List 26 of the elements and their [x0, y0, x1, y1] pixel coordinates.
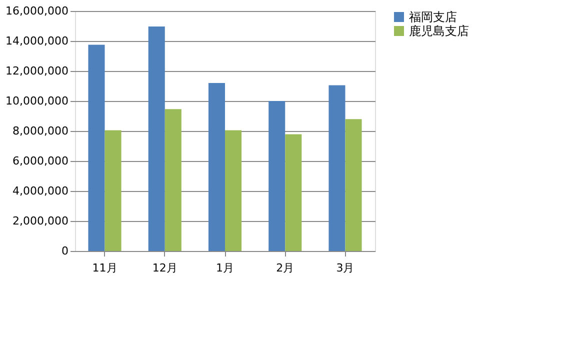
legend-label: 鹿児島支店	[409, 24, 469, 38]
y-tick-label: 12,000,000	[6, 64, 68, 78]
bar	[148, 26, 165, 251]
bar	[225, 130, 242, 251]
bar	[104, 130, 122, 251]
x-tick-label: 12月	[152, 262, 178, 274]
y-tick-label: 10,000,000	[6, 94, 68, 108]
legend-label: 福岡支店	[409, 10, 457, 24]
y-tick-label: 16,000,000	[6, 4, 68, 18]
y-tick-label: 6,000,000	[12, 154, 68, 168]
y-tick-label: 14,000,000	[6, 34, 68, 48]
bar	[268, 101, 286, 251]
bar	[285, 134, 302, 251]
x-tick-label: 2月	[276, 262, 294, 274]
x-tick-label: 1月	[216, 262, 234, 274]
x-tick-label: 11月	[92, 262, 118, 274]
x-tick-label: 3月	[336, 262, 354, 274]
y-tick-label: 8,000,000	[12, 124, 68, 138]
y-tick-label: 0	[62, 244, 68, 258]
bar	[164, 109, 182, 251]
bar	[208, 83, 225, 251]
bar	[345, 119, 362, 251]
y-tick-label: 4,000,000	[12, 184, 68, 198]
y-tick-label: 2,000,000	[12, 214, 68, 228]
bar	[88, 44, 105, 251]
bar	[328, 85, 346, 251]
